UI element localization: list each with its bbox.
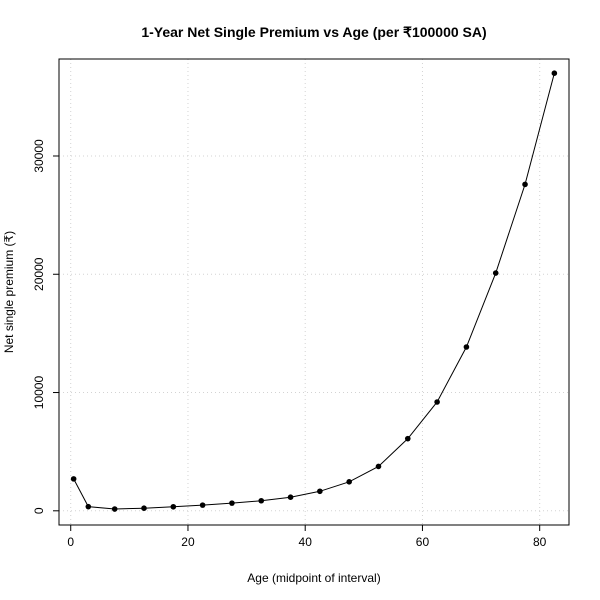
data-point xyxy=(434,399,440,405)
data-point xyxy=(170,503,177,510)
series-0 xyxy=(70,70,558,512)
data-point xyxy=(199,502,206,508)
data-point xyxy=(111,506,118,512)
x-axis-label: Age (midpoint of interval) xyxy=(247,571,380,585)
data-point xyxy=(317,488,323,495)
data-point xyxy=(492,270,499,276)
series-line xyxy=(73,73,555,510)
data-point xyxy=(141,505,147,512)
y-tick-label: 10000 xyxy=(32,376,46,410)
axes: 0 20 40 60 80 0 10000 20000 30000 xyxy=(32,139,547,549)
data-point xyxy=(258,497,265,504)
grid xyxy=(59,59,569,525)
data-point xyxy=(522,181,528,188)
x-tick-label: 0 xyxy=(67,535,74,549)
y-tick-label: 0 xyxy=(32,507,46,514)
data-point xyxy=(551,70,558,76)
data-point xyxy=(375,463,382,470)
plot-frame xyxy=(58,58,570,526)
data-point xyxy=(70,476,77,482)
data-point xyxy=(463,344,470,350)
x-tick-label: 60 xyxy=(416,535,430,549)
chart-title: 1-Year Net Single Premium vs Age (per ₹1… xyxy=(141,24,486,40)
x-tick-label: 80 xyxy=(533,535,547,549)
data-point xyxy=(85,503,92,510)
x-tick-label: 40 xyxy=(299,535,313,549)
data-point xyxy=(287,494,294,501)
data-point xyxy=(346,479,352,485)
y-tick-label: 20000 xyxy=(32,257,46,291)
y-tick-label: 30000 xyxy=(32,139,46,173)
data-point xyxy=(229,500,235,506)
x-tick-label: 20 xyxy=(181,535,195,549)
data-point xyxy=(404,435,411,442)
y-axis-label: Net single premium (₹) xyxy=(2,231,16,353)
